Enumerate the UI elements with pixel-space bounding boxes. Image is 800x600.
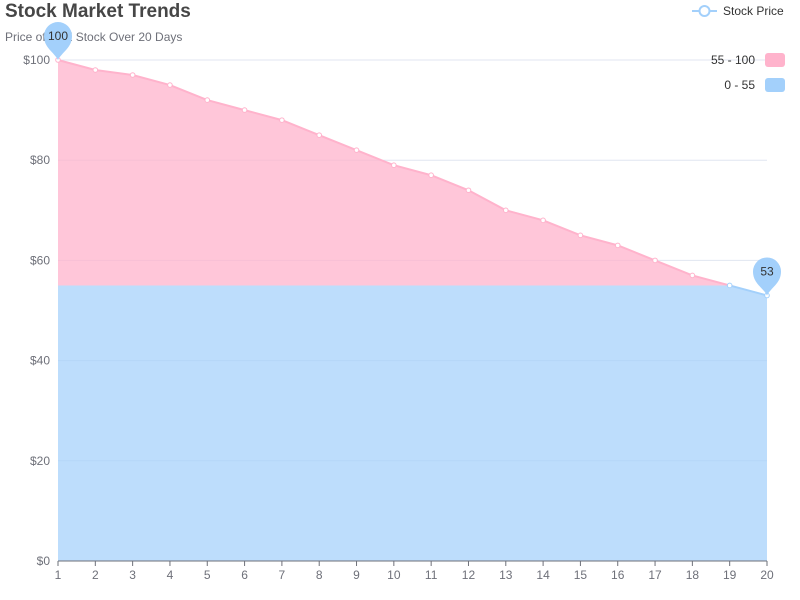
data-point[interactable] <box>316 132 323 138</box>
data-point[interactable] <box>279 117 285 123</box>
x-tick-label: 19 <box>723 568 737 582</box>
mark-point-pin: 100 <box>44 22 72 60</box>
pin-label: 53 <box>760 264 774 278</box>
x-tick-label: 7 <box>279 568 286 582</box>
data-point[interactable] <box>129 72 136 78</box>
x-tick-label: 20 <box>760 568 774 582</box>
x-tick-label: 5 <box>204 568 211 582</box>
data-point[interactable] <box>689 272 696 279</box>
x-tick-label: 4 <box>167 568 174 582</box>
data-point[interactable] <box>167 82 173 88</box>
visualmap-piece[interactable]: 0 - 55 <box>724 78 785 92</box>
visualmap-swatch <box>765 53 785 67</box>
x-tick-label: 10 <box>387 568 401 582</box>
pin-label: 100 <box>48 29 68 43</box>
data-point[interactable] <box>502 207 509 214</box>
x-tick-label: 12 <box>462 568 476 582</box>
data-point[interactable] <box>465 187 472 194</box>
area-fill-upper <box>58 60 730 286</box>
x-tick-label: 1 <box>55 568 62 582</box>
data-point[interactable] <box>726 282 733 289</box>
series-line-upper <box>57 59 734 286</box>
area-fill-lower <box>58 285 767 561</box>
data-point[interactable] <box>428 172 434 179</box>
x-tick-label: 2 <box>92 568 99 582</box>
chart-title: Stock Market Trends <box>5 1 191 22</box>
data-point[interactable] <box>614 242 621 249</box>
mark-point-pin: 53 <box>753 257 781 296</box>
data-point[interactable] <box>204 97 211 103</box>
visualmap-piece[interactable]: 55 - 100 <box>711 53 785 67</box>
legend-label: Stock Price <box>723 4 784 18</box>
x-tick-label: 11 <box>425 568 438 582</box>
y-tick-label: $0 <box>37 554 51 568</box>
data-point[interactable] <box>241 107 248 113</box>
data-point[interactable] <box>577 232 584 239</box>
legend-marker <box>698 5 711 17</box>
data-point[interactable] <box>353 147 360 153</box>
visualmap-swatch <box>765 78 785 92</box>
data-point[interactable] <box>652 257 658 264</box>
y-tick-label: $20 <box>30 454 50 468</box>
data-point[interactable] <box>391 162 397 169</box>
x-tick-label: 8 <box>316 568 323 582</box>
pin-shape <box>753 257 781 296</box>
y-tick-label: $80 <box>30 153 50 167</box>
x-tick-label: 6 <box>241 568 248 582</box>
x-tick-label: 18 <box>686 568 700 582</box>
visualmap-label: 0 - 55 <box>724 78 755 92</box>
x-tick-label: 15 <box>574 568 588 582</box>
legend-item-stock-price[interactable]: Stock Price <box>692 4 784 18</box>
data-point[interactable] <box>540 217 546 224</box>
x-tick-label: 17 <box>648 568 662 582</box>
y-tick-label: $40 <box>30 354 50 368</box>
x-tick-label: 9 <box>353 568 360 582</box>
x-tick-label: 3 <box>129 568 136 582</box>
y-tick-label: $100 <box>23 53 50 67</box>
x-tick-label: 13 <box>499 568 513 582</box>
visualmap-label: 55 - 100 <box>711 53 755 67</box>
x-tick-label: 16 <box>611 568 625 582</box>
pin-shape <box>44 22 72 60</box>
data-point[interactable] <box>92 67 99 73</box>
y-tick-label: $60 <box>30 253 50 267</box>
x-tick-label: 14 <box>536 568 550 582</box>
